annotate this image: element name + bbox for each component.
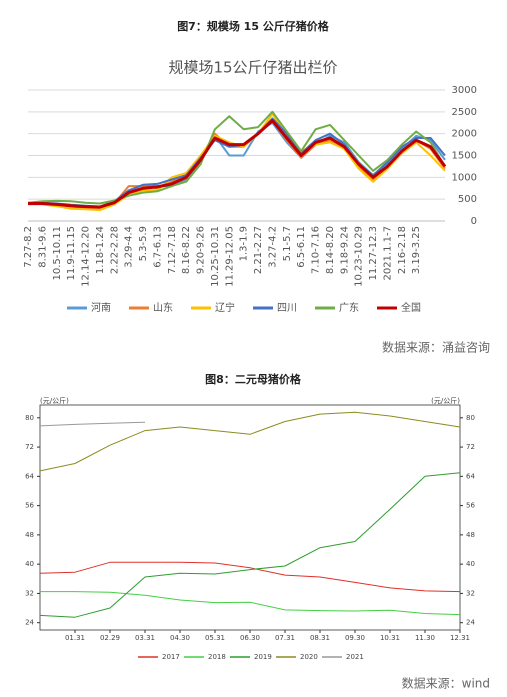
figure-caption: 图7：规模场 15 公斤仔猪价格 — [177, 19, 330, 33]
y-tick-label: 3000 — [452, 85, 477, 96]
figure-caption: 图8：二元母猪价格 — [205, 372, 302, 386]
x-tick-label: 2.16-2.18 — [397, 226, 408, 274]
chart-title: 规模场15公斤仔猪出栏价 — [168, 59, 337, 77]
x-tick-label: 08.31 — [310, 634, 330, 642]
y-tick-label: 24 — [25, 619, 34, 627]
x-tick-label: 10.23-10.29 — [354, 226, 365, 287]
x-tick-label: 3.29-4.4 — [124, 226, 135, 268]
y2-tick-label: 80 — [466, 414, 475, 422]
series-line — [39, 561, 461, 593]
x-tick-label: 07.31 — [275, 634, 295, 642]
x-tick-label: 11.29-12.05 — [224, 226, 235, 287]
legend-label: 广东 — [339, 301, 359, 314]
y-tick-label: 32 — [25, 589, 34, 597]
x-tick-label: 11.27-12.3 — [368, 226, 379, 281]
x-tick-label: 1.18-1.24 — [95, 226, 106, 274]
series-line — [39, 472, 461, 618]
series-line — [39, 421, 146, 427]
y2-tick-label: 32 — [466, 589, 475, 597]
y-axis-label: (元/公斤) — [40, 396, 69, 405]
x-tick-label: 11.30 — [415, 634, 435, 642]
x-tick-label: 12.31 — [450, 634, 470, 642]
x-tick-label: 7.12-7.18 — [167, 226, 178, 274]
x-tick-label: 1.3-1.9 — [239, 226, 250, 261]
x-tick-label: 01.31 — [65, 634, 85, 642]
legend-label: 2019 — [254, 653, 272, 661]
x-tick-label: 7.27-8.2 — [23, 226, 34, 268]
y-tick-label: 1500 — [452, 151, 477, 162]
x-tick-label: 2.22-2.28 — [109, 226, 120, 274]
y2-tick-label: 48 — [466, 531, 475, 539]
x-tick-label: 09.30 — [345, 634, 365, 642]
y-tick-label: 56 — [25, 502, 34, 510]
legend-label: 2017 — [162, 653, 180, 661]
y2-tick-label: 72 — [466, 443, 475, 451]
source: 数据来源：涌益咨询 — [382, 340, 490, 355]
x-tick-label: 10.25-10.31 — [210, 226, 221, 287]
y-tick-label: 64 — [25, 472, 34, 480]
x-tick-label: 03.31 — [135, 634, 155, 642]
x-tick-label: 8.16-8.22 — [181, 226, 192, 274]
legend-label: 2021 — [346, 653, 364, 661]
x-tick-label: 11.9-11.15 — [66, 226, 77, 281]
x-tick-label: 3.27-4.2 — [267, 226, 278, 268]
y-tick-label: 0 — [471, 216, 477, 227]
x-tick-label: 9.18-9.24 — [339, 226, 350, 274]
y-tick-label: 1000 — [452, 172, 477, 183]
series-line — [28, 119, 447, 209]
x-tick-label: 6.5-6.11 — [296, 226, 307, 268]
y-tick-label: 72 — [25, 443, 34, 451]
x-tick-label: 9.20-9.26 — [196, 226, 207, 274]
series-line — [27, 110, 446, 205]
x-tick-label: 02.29 — [100, 634, 120, 642]
y2-tick-label: 40 — [466, 560, 475, 568]
x-tick-label: 2.21-2.27 — [253, 226, 264, 274]
legend-label: 河南 — [91, 301, 111, 314]
x-tick-label: 10.31 — [380, 634, 400, 642]
legend-label: 四川 — [277, 303, 297, 314]
y-tick-label: 2000 — [452, 129, 477, 140]
y2-tick-label: 64 — [466, 472, 475, 480]
series-line — [39, 411, 461, 472]
series-line — [28, 113, 446, 212]
legend-label: 山东 — [153, 301, 173, 314]
x-tick-label: 3.19-3.25 — [411, 226, 422, 274]
legend-label: 全国 — [401, 301, 421, 314]
x-tick-label: 06.30 — [240, 634, 260, 642]
y2-axis-label: (元/公斤) — [431, 396, 460, 405]
y-tick-label: 40 — [25, 560, 34, 568]
y-tick-label: 500 — [458, 194, 477, 205]
legend-label: 2018 — [208, 653, 226, 661]
y2-tick-label: 56 — [466, 502, 475, 510]
x-tick-label: 05.31 — [205, 634, 225, 642]
x-tick-label: 8.31-9.6 — [37, 226, 48, 268]
x-tick-label: 10.5-10.11 — [52, 226, 63, 281]
y2-tick-label: 24 — [466, 619, 475, 627]
y-tick-label: 2500 — [452, 107, 477, 118]
x-tick-label: 12.14-12.20 — [81, 226, 92, 287]
x-tick-label: 6.7-6.13 — [152, 226, 163, 268]
y-tick-label: 80 — [25, 414, 34, 422]
x-tick-label: 8.14-8.20 — [325, 226, 336, 274]
x-tick-label: 7.10-7.16 — [311, 226, 322, 274]
y-tick-label: 48 — [25, 531, 34, 539]
source: 数据来源：wind — [402, 676, 490, 691]
x-tick-label: 5.1-5.7 — [282, 226, 293, 261]
x-tick-label: 2021.1.1-7 — [382, 226, 393, 281]
x-tick-label: 04.30 — [170, 634, 190, 642]
plot-frame — [39, 404, 461, 631]
legend-label: 2020 — [300, 653, 318, 661]
series-line — [40, 591, 461, 616]
legend-label: 辽宁 — [215, 301, 235, 314]
x-tick-label: 5.3-5.9 — [138, 226, 149, 261]
